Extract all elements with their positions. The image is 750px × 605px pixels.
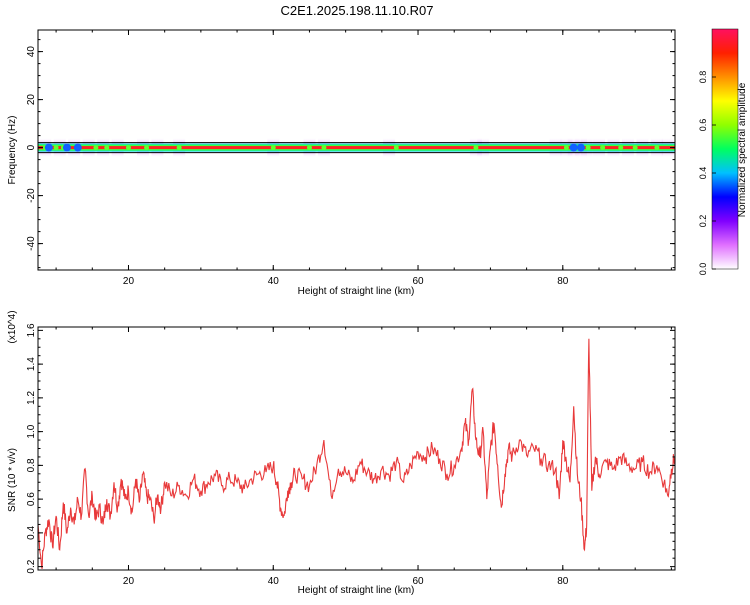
spectrogram-frame <box>37 29 676 271</box>
spectrogram-spot <box>563 145 569 151</box>
spectrogram-spot <box>600 145 606 151</box>
spectrogram-band-core <box>38 146 675 150</box>
y-tick-label: 1.4 <box>26 357 37 371</box>
y-tick-label: 0.6 <box>26 492 37 506</box>
colorbar-tick-label: 0.8 <box>698 71 708 84</box>
spectrogram-spot <box>576 143 585 152</box>
colorbar-tick-label: 0.2 <box>698 215 708 228</box>
y-tick-label: 1.0 <box>26 424 37 438</box>
x-tick-label: 40 <box>268 276 280 287</box>
spectrogram-spot <box>125 145 131 151</box>
snr-series-line <box>38 338 675 570</box>
y-tick-label: 40 <box>26 46 37 58</box>
spectrogram-spot <box>144 145 150 151</box>
y-tick-label: 1.6 <box>26 323 37 337</box>
x-tick-label: 20 <box>123 276 135 287</box>
spectrogram-y-axis: -40 -20 0 20 40 <box>26 39 675 269</box>
x-tick-label: 40 <box>268 576 280 587</box>
spectrogram-spot <box>632 145 638 151</box>
colorbar-tick-label: 0.6 <box>698 119 708 132</box>
y-tick-label: -20 <box>26 188 37 203</box>
snr-y-axis: 0.2 0.4 0.6 0.8 1.0 1.2 1.4 1.6 <box>26 323 675 574</box>
colorbar: 0.0 0.2 0.4 0.6 0.8 Normalized spectral ampl… <box>698 28 748 276</box>
y-tick-label: 20 <box>26 94 37 106</box>
spectrogram-spot <box>569 143 578 152</box>
spectrogram-panel: 20 40 60 80 -40 -20 0 20 40 Height of straight … <box>7 29 676 297</box>
y-tick-label: 0.2 <box>26 559 37 573</box>
snr-panel: 20 40 60 80 0.2 0.4 0.6 0.8 1.0 1.2 1.4 1.6 Height… <box>7 310 676 596</box>
spectrogram-spot <box>618 145 624 151</box>
y-tick-label: 0.4 <box>26 525 37 539</box>
spectrogram-spot <box>73 143 82 152</box>
spectrogram-spot <box>306 145 312 151</box>
x-tick-label: 80 <box>557 276 569 287</box>
y-tick-label: 0 <box>26 144 37 150</box>
x-tick-label: 60 <box>412 576 424 587</box>
snr-frame <box>37 326 676 571</box>
x-tick-label: 60 <box>412 276 424 287</box>
colorbar-scale <box>711 28 739 270</box>
spectrogram-spot <box>62 143 71 152</box>
figure-title: C2E1.2025.198.11.10.R07 <box>281 3 434 18</box>
colorbar-tick-label: 0.0 <box>698 263 708 276</box>
y-tick-label: 1.2 <box>26 390 37 404</box>
y-tick-label: -40 <box>26 236 37 251</box>
colorbar-tick-label: 0.4 <box>698 167 708 180</box>
spectrogram-spot <box>321 145 327 151</box>
colorbar-label: Normalized spectral amplitude <box>737 82 748 217</box>
spectrogram-spot <box>654 145 660 151</box>
spectrogram-spot <box>176 145 182 151</box>
spectrogram-spot <box>93 145 99 151</box>
snr-y-axis-label: SNR (10 * v/v) <box>7 448 18 512</box>
spectrogram-y-axis-label: Frequency (Hz) <box>7 116 18 185</box>
spectrogram-spot <box>473 145 479 151</box>
y-tick-label: 0.8 <box>26 458 37 472</box>
x-tick-label: 80 <box>557 576 569 587</box>
spectrogram-spot <box>53 145 59 151</box>
spectrogram-plot-area <box>38 137 675 158</box>
spectrogram-spot <box>104 145 110 151</box>
colorbar-ticks: 0.0 0.2 0.4 0.6 0.8 <box>698 71 716 276</box>
snr-y-scale-label: (x10^4) <box>7 310 18 343</box>
spectrogram-spot <box>393 145 399 151</box>
snr-plot-area <box>38 338 675 570</box>
snr-x-axis: 20 40 60 80 <box>55 327 672 587</box>
snr-x-axis-label: Height of straight line (km) <box>298 585 415 596</box>
spectrogram-spot <box>585 145 591 151</box>
spectrogram-spot <box>270 145 276 151</box>
spectrogram-x-axis: 20 40 60 80 <box>55 30 672 287</box>
x-tick-label: 20 <box>123 576 135 587</box>
spectrogram-spot <box>44 143 53 152</box>
spectrogram-x-axis-label: Height of straight line (km) <box>298 286 415 297</box>
